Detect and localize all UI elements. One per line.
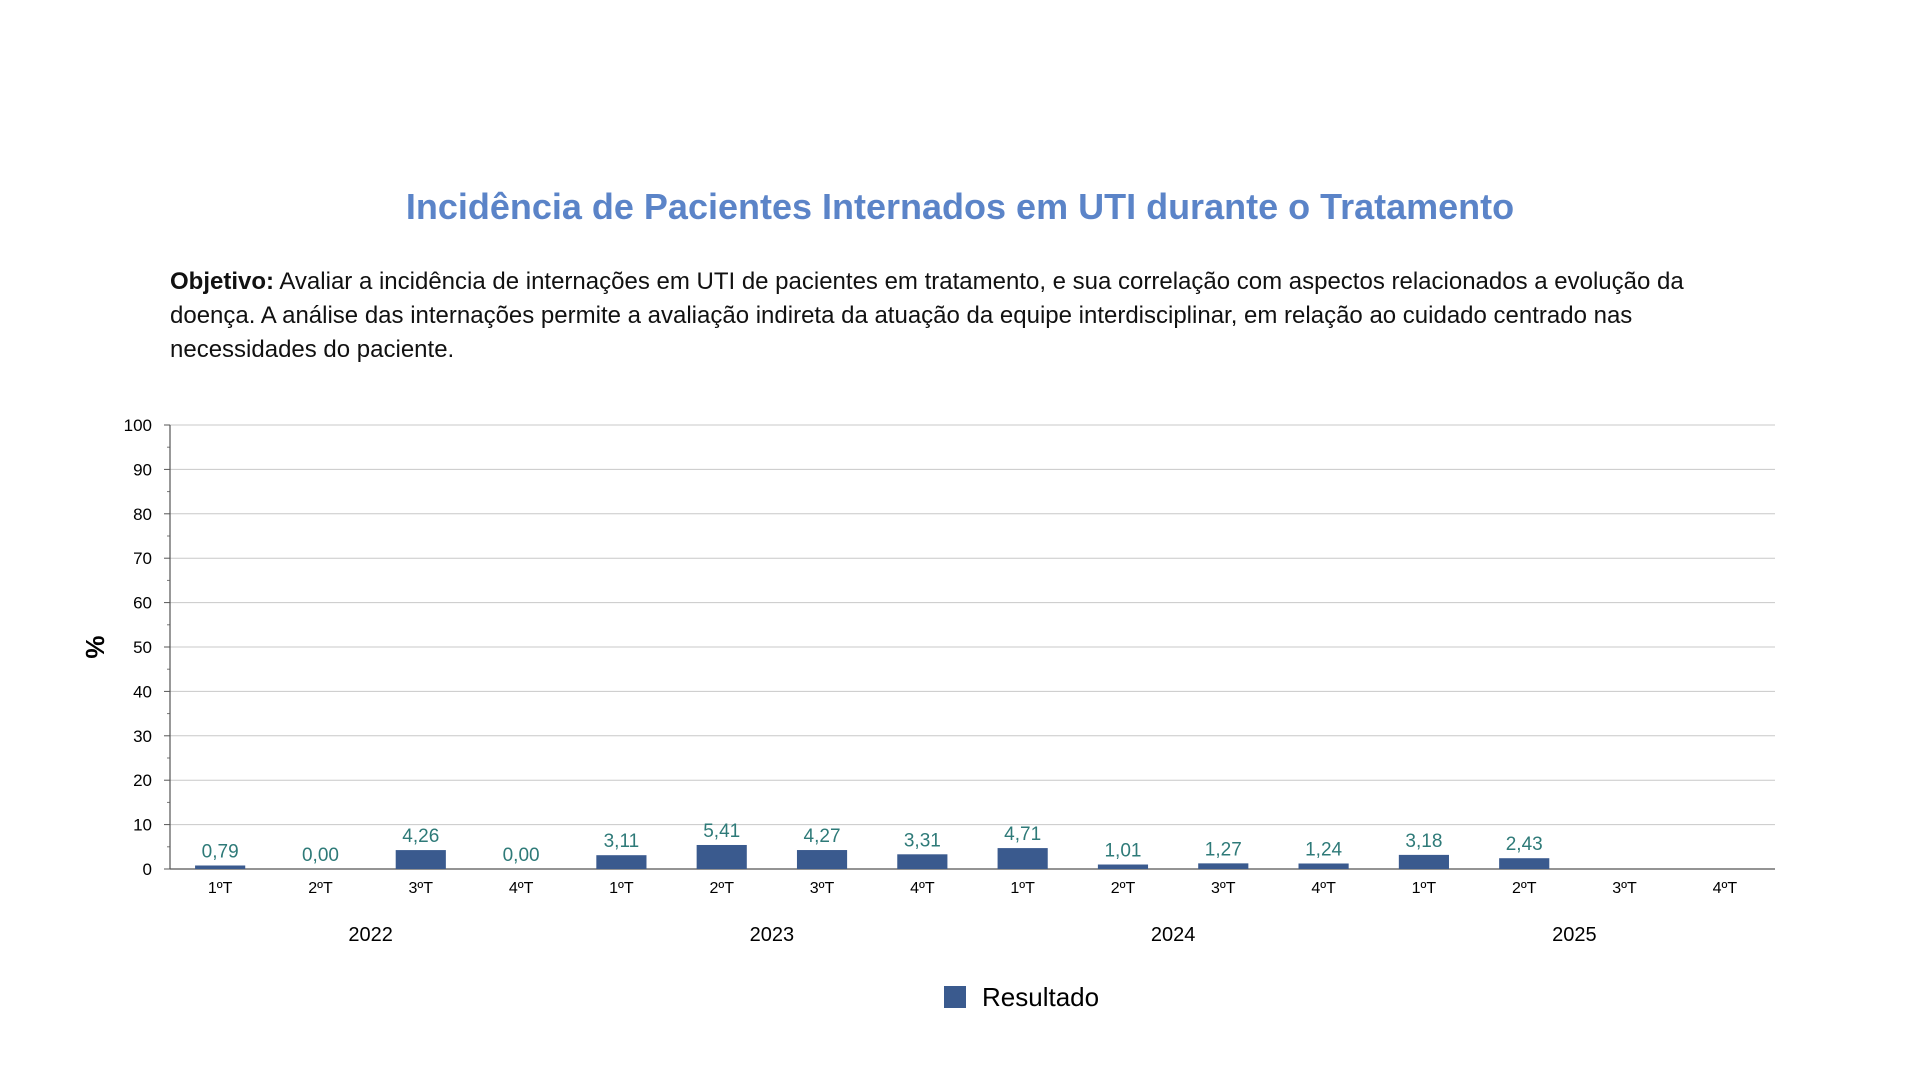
x-tick-label: 2ºT [709,880,734,897]
data-label: 0,00 [503,845,540,866]
bar [1198,863,1249,869]
y-tick-label: 90 [133,460,152,479]
legend-label: Resultado [982,982,1099,1012]
bar [796,850,848,869]
data-label: 3,31 [904,830,941,851]
x-tick-label: 3ºT [409,880,434,897]
page-title: Incidência de Pacientes Internados em UT… [405,186,1515,227]
y-tick-label: 60 [133,594,152,613]
data-label: 4,27 [804,826,841,847]
x-tick-label: 1ºT [1412,880,1437,897]
x-tick-label: 4ºT [1311,880,1336,897]
bar [1398,854,1449,869]
x-tick-label: 3ºT [1612,880,1637,897]
data-label: 3,11 [604,831,640,852]
objective-label: Objetivo: [170,268,275,295]
x-group-label: 2022 [348,924,393,946]
x-group-label: 2025 [1552,924,1597,946]
bar [1499,858,1550,869]
y-tick-label: 80 [133,505,152,524]
y-axis-label: % [80,635,110,658]
objective-text: Objetivo: Avaliar a incidência de intern… [170,265,1760,367]
y-tick-label: 30 [133,727,152,746]
y-tick-label: 0 [143,860,152,879]
y-tick-label: 20 [133,771,152,790]
x-tick-label: 2ºT [308,880,333,897]
x-tick-label: 3ºT [810,880,835,897]
x-tick-label: 2ºT [1111,880,1136,897]
x-group-label: 2023 [750,924,795,946]
x-tick-label: 1ºT [609,880,634,897]
x-tick-label: 2ºT [1512,880,1537,897]
y-tick-label: 10 [133,816,152,835]
y-tick-label: 100 [124,416,152,435]
x-group-label: 2024 [1151,924,1196,946]
data-label: 2,43 [1506,834,1543,855]
bar [1097,864,1149,869]
objective-description: Avaliar a incidência de internações em U… [170,268,1684,363]
x-tick-label: 1ºT [1010,880,1035,897]
data-label: 5,41 [703,821,740,842]
data-label: 0,00 [302,845,339,866]
data-label: 3,18 [1405,831,1442,852]
data-label: 1,27 [1205,839,1242,860]
y-tick-label: 70 [133,549,152,568]
data-label: 4,71 [1004,824,1041,845]
x-tick-label: 4ºT [910,880,935,897]
x-tick-label: 3ºT [1211,880,1236,897]
x-tick-label: 4ºT [509,880,534,897]
data-label: 0,79 [202,841,239,862]
x-tick-label: 4ºT [1713,880,1738,897]
bar [395,850,446,869]
data-label: 4,26 [402,826,439,847]
bar [1298,863,1349,869]
bar [997,848,1048,869]
bar [596,855,647,869]
data-label: 1,24 [1305,839,1342,860]
bar [897,854,948,869]
x-tick-label: 1ºT [208,880,233,897]
data-label: 1,01 [1104,841,1141,862]
y-tick-label: 50 [133,638,152,657]
bar-chart: 0 10 20 30 40 50 60 70 80 90 100% 0,79 1ºT 0,00 2ºT 4,2… [80,416,1775,1012]
legend-swatch [944,986,966,1008]
bar [696,844,747,869]
y-tick-label: 40 [133,682,152,701]
bar [195,865,246,869]
